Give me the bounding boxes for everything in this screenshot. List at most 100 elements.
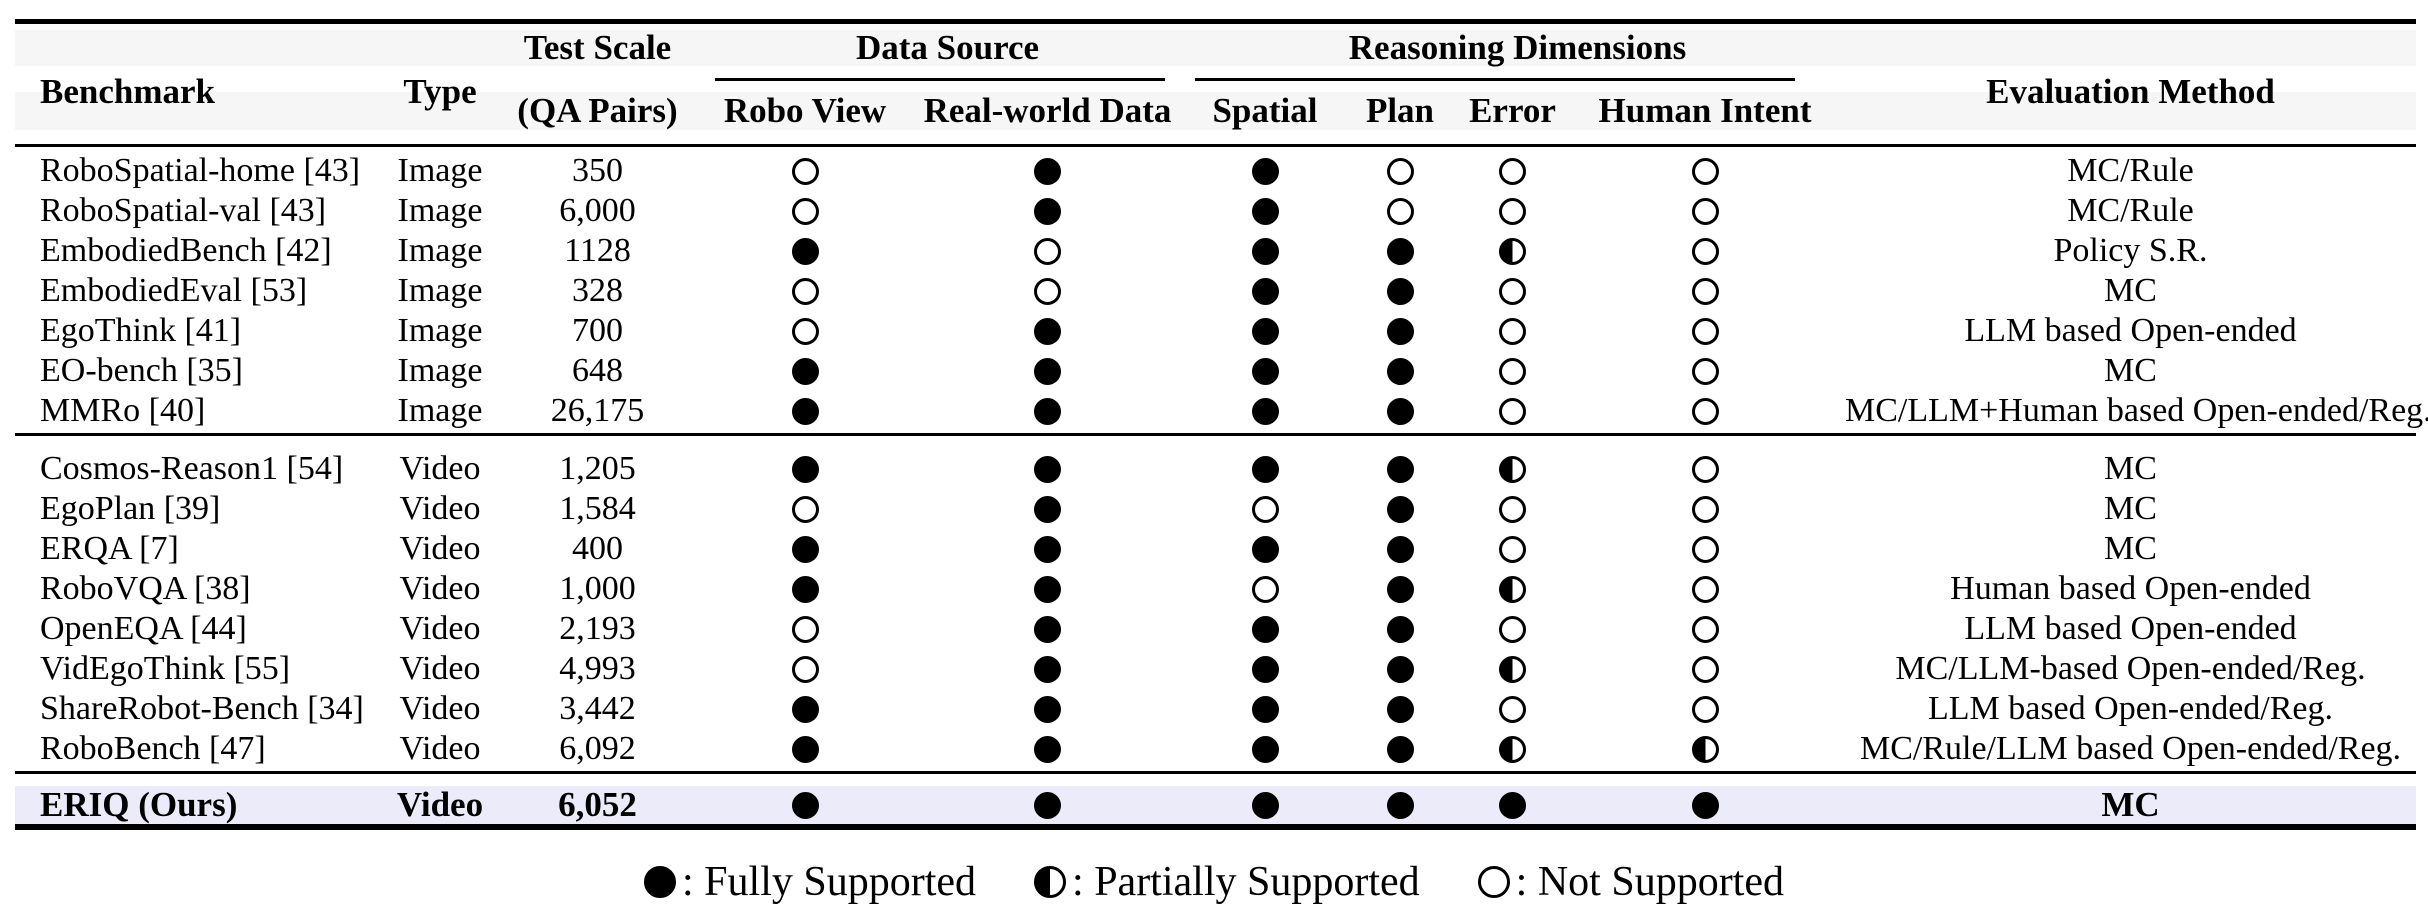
column-header-real-world-data: Real-world Data [923, 91, 1172, 130]
error-cell [1460, 351, 1565, 391]
header-group-row: Test Scale Data Source Reasoning Dimensi… [15, 30, 2416, 66]
human-intent-cell [1565, 729, 1845, 769]
full-circle-icon [1386, 655, 1414, 683]
ours-separator-rule [15, 771, 2416, 774]
full-circle-icon [1034, 157, 1061, 185]
empty-circle-icon [1499, 535, 1526, 563]
full-circle-icon [1251, 237, 1279, 265]
qa-pairs-cell: 6,052 [558, 785, 637, 824]
spatial-cell [1190, 391, 1340, 431]
column-header-type: Type [403, 72, 477, 111]
full-circle-icon [1034, 695, 1061, 723]
empty-circle-icon [1691, 277, 1719, 305]
type-cell: Image [397, 312, 483, 349]
reasoning-group-underline [1195, 78, 1795, 81]
column-header-qa-pairs: (QA Pairs) [517, 91, 678, 130]
column-header-plan: Plan [1365, 91, 1435, 130]
empty-circle-icon [1499, 695, 1526, 723]
qa-pairs-cell: 1,000 [559, 570, 636, 607]
full-circle-icon [1691, 791, 1719, 819]
empty-circle-icon [1691, 655, 1719, 683]
error-cell [1460, 449, 1565, 489]
evaluation-method-cell: MC/Rule [2067, 192, 2194, 229]
qa-pairs-cell: 3,442 [559, 690, 636, 727]
human-intent-cell [1565, 609, 1845, 649]
error-cell [1460, 391, 1565, 431]
full-circle-icon [1386, 277, 1414, 305]
empty-circle-icon [1251, 495, 1279, 523]
half-circle-icon [1034, 866, 1067, 898]
evaluation-method-cell: MC [2104, 490, 2157, 527]
group-separator-rule [15, 433, 2416, 436]
table-row: Cosmos-Reason1 [54] Video 1,205 MC [15, 449, 2416, 489]
full-circle-icon [1251, 157, 1279, 185]
robo-view-cell [705, 311, 905, 351]
column-header-error: Error [1469, 91, 1556, 130]
qa-pairs-cell: 1128 [564, 232, 631, 269]
full-circle-icon [1034, 455, 1061, 483]
human-intent-cell [1565, 231, 1845, 271]
human-intent-cell [1565, 786, 1845, 824]
spatial-cell [1190, 271, 1340, 311]
header-band-bottom [15, 92, 2416, 130]
human-intent-cell [1565, 351, 1845, 391]
evaluation-method-cell: Human based Open-ended [1950, 570, 2311, 607]
video-benchmarks-group: Cosmos-Reason1 [54] Video 1,205 MC EgoPl… [15, 436, 2416, 771]
benchmark-name: EgoPlan [39] [40, 490, 221, 527]
full-circle-icon [1386, 317, 1414, 345]
qa-pairs-cell: 2,193 [559, 610, 636, 647]
spatial-cell [1190, 729, 1340, 769]
full-circle-icon [1386, 357, 1414, 385]
qa-pairs-cell: 328 [572, 272, 623, 309]
empty-circle-icon [1691, 397, 1719, 425]
empty-circle-icon [1691, 157, 1719, 185]
benchmark-name: EmbodiedEval [53] [40, 272, 308, 309]
empty-circle-icon [1691, 455, 1719, 483]
empty-circle-icon [1499, 495, 1526, 523]
full-circle-icon [1034, 397, 1061, 425]
real-world-data-cell [905, 391, 1190, 431]
plan-cell [1340, 151, 1460, 191]
benchmark-name: EgoThink [41] [40, 312, 242, 349]
half-circle-icon [1499, 735, 1526, 763]
header-subcolumn-row: (QA Pairs) Robo View Real-world Data Spa… [15, 92, 2416, 130]
empty-circle-icon [791, 157, 819, 185]
error-cell [1460, 151, 1565, 191]
evaluation-method-cell: MC [2104, 352, 2157, 389]
evaluation-method-cell: MC [2104, 272, 2157, 309]
real-world-data-cell [905, 271, 1190, 311]
evaluation-method-cell: MC [2101, 785, 2160, 824]
image-benchmarks-group: RoboSpatial-home [43] Image 350 MC/Rule … [15, 147, 2428, 433]
full-circle-icon [1251, 735, 1279, 763]
benchmark-name: Cosmos-Reason1 [54] [40, 450, 344, 487]
empty-circle-icon [1034, 277, 1061, 305]
plan-cell [1340, 649, 1460, 689]
real-world-data-cell [905, 311, 1190, 351]
type-cell: Video [399, 610, 481, 647]
column-header-human-intent: Human Intent [1598, 91, 1812, 130]
column-header-benchmark: Benchmark [40, 72, 215, 111]
spatial-cell [1190, 449, 1340, 489]
half-circle-icon [1499, 655, 1526, 683]
column-header-evaluation-method: Evaluation Method [1986, 72, 2275, 111]
empty-circle-icon [1251, 575, 1279, 603]
benchmark-name: VidEgoThink [55] [40, 650, 291, 687]
real-world-data-cell [905, 569, 1190, 609]
empty-circle-icon [791, 615, 819, 643]
empty-circle-icon [791, 495, 819, 523]
qa-pairs-cell: 6,000 [559, 192, 636, 229]
error-cell [1460, 191, 1565, 231]
full-circle-icon [1034, 575, 1061, 603]
full-circle-icon [1251, 791, 1279, 819]
robo-view-cell [705, 271, 905, 311]
plan-cell [1340, 231, 1460, 271]
full-circle-icon [1386, 237, 1414, 265]
header-bottom-rule [15, 144, 2416, 147]
table-row: ERIQ (Ours) Video 6,052 MC [15, 786, 2416, 824]
spatial-cell [1190, 231, 1340, 271]
qa-pairs-cell: 4,993 [559, 650, 636, 687]
error-cell [1460, 729, 1565, 769]
table-row: EgoThink [41] Image 700 LLM based Open-e… [15, 311, 2416, 351]
type-cell: Image [397, 392, 483, 429]
error-cell [1460, 786, 1565, 824]
